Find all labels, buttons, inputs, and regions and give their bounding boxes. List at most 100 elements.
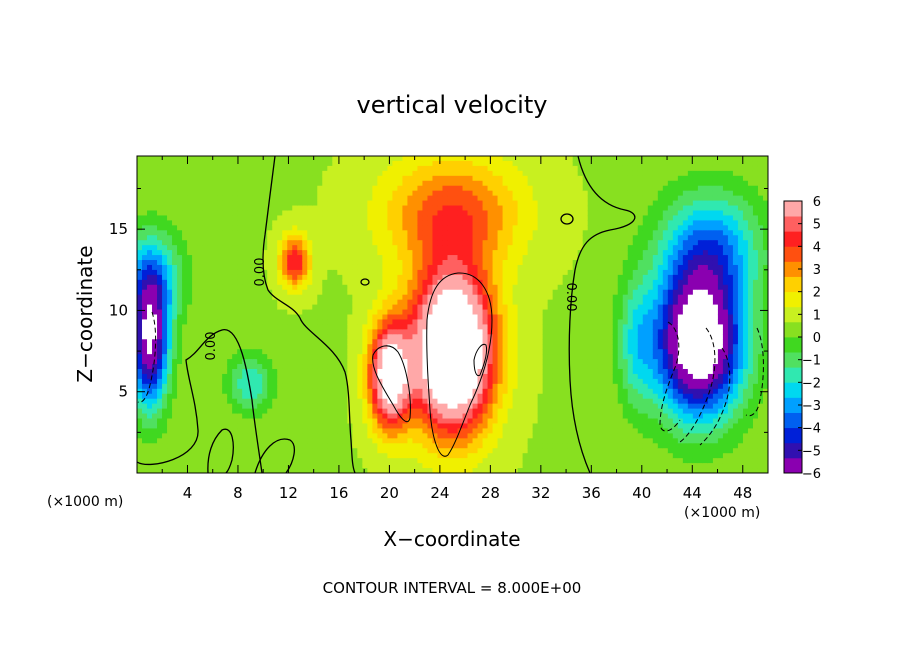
field-cell: [242, 393, 248, 400]
field-cell: [372, 334, 378, 340]
field-cell: [187, 388, 193, 395]
field-cell: [212, 388, 218, 395]
field-cell: [322, 383, 328, 390]
field-cell: [432, 230, 439, 236]
field-cell: [232, 264, 238, 271]
field-cell: [337, 339, 343, 345]
field-cell: [222, 393, 228, 400]
field-cell: [167, 245, 173, 251]
field-cell: [442, 180, 449, 187]
field-cell: [477, 255, 484, 261]
field-cell: [407, 294, 414, 301]
field-cell: [232, 393, 238, 400]
field-cell: [312, 250, 318, 256]
field-cell: [472, 413, 479, 420]
field-cell: [257, 309, 263, 316]
field-cell: [372, 210, 378, 217]
field-cell: [422, 349, 429, 355]
field-cell: [442, 215, 449, 221]
field-cell: [217, 463, 223, 469]
field-cell: [412, 255, 419, 261]
field-cell: [417, 458, 424, 464]
field-cell: [157, 433, 163, 439]
field-cell: [137, 359, 143, 365]
field-cell: [387, 289, 394, 296]
field-cell: [292, 170, 298, 177]
field-cell: [352, 403, 358, 410]
field-cell: [262, 195, 268, 202]
field-cell: [367, 160, 373, 167]
field-cell: [502, 156, 509, 162]
field-cell: [297, 329, 303, 335]
field-cell: [187, 463, 193, 469]
field-cell: [307, 284, 313, 291]
field-cell: [307, 463, 313, 469]
field-cell: [172, 264, 178, 271]
field-cell: [262, 200, 268, 207]
field-cell: [282, 393, 288, 400]
field-cell: [317, 180, 323, 187]
field-cell: [357, 349, 363, 355]
field-cell: [317, 368, 323, 375]
field-cell: [172, 165, 178, 172]
field-cell: [487, 190, 494, 197]
field-cell: [432, 329, 439, 335]
field-cell: [232, 215, 238, 221]
field-cell: [382, 260, 388, 266]
field-cell: [277, 279, 283, 286]
field-cell: [332, 165, 338, 172]
field-cell: [332, 403, 338, 410]
field-cell: [357, 250, 363, 256]
field-cell: [152, 354, 158, 360]
field-cell: [237, 200, 243, 207]
field-cell: [347, 220, 353, 226]
field-cell: [387, 230, 394, 236]
field-cell: [337, 160, 343, 167]
field-cell: [262, 220, 268, 226]
field-cell: [422, 304, 429, 311]
field-cell: [392, 210, 399, 217]
field-cell: [512, 235, 519, 241]
field-cell: [467, 373, 474, 380]
field-cell: [442, 359, 449, 365]
field-cell: [452, 373, 459, 380]
field-cell: [347, 160, 353, 167]
field-cell: [357, 458, 363, 464]
field-cell: [407, 165, 414, 172]
field-cell: [152, 200, 158, 207]
field-cell: [392, 329, 399, 335]
field-cell: [367, 413, 373, 420]
field-cell: [457, 413, 464, 420]
field-cell: [387, 448, 394, 454]
field-cell: [322, 339, 328, 345]
field-cell: [177, 383, 183, 390]
field-cell: [392, 324, 399, 330]
field-cell: [217, 215, 223, 221]
field-cell: [457, 373, 464, 380]
field-cell: [252, 284, 258, 291]
field-cell: [362, 156, 368, 162]
field-cell: [197, 225, 203, 231]
field-cell: [137, 245, 143, 251]
field-cell: [287, 255, 293, 261]
field-cell: [172, 339, 178, 345]
field-cell: [152, 210, 158, 217]
field-cell: [312, 453, 318, 459]
field-cell: [322, 190, 328, 197]
field-cell: [152, 304, 158, 311]
field-cell: [207, 220, 213, 226]
field-cell: [317, 250, 323, 256]
field-cell: [392, 344, 399, 350]
field-cell: [487, 284, 494, 291]
field-cell: [402, 255, 409, 261]
field-cell: [197, 329, 203, 335]
field-cell: [312, 180, 318, 187]
field-cell: [162, 368, 168, 375]
field-cell: [222, 383, 228, 390]
field-cell: [152, 294, 158, 301]
field-cell: [362, 185, 368, 192]
field-cell: [447, 344, 454, 350]
field-cell: [297, 413, 303, 420]
field-cell: [427, 334, 434, 340]
field-cell: [522, 349, 529, 355]
